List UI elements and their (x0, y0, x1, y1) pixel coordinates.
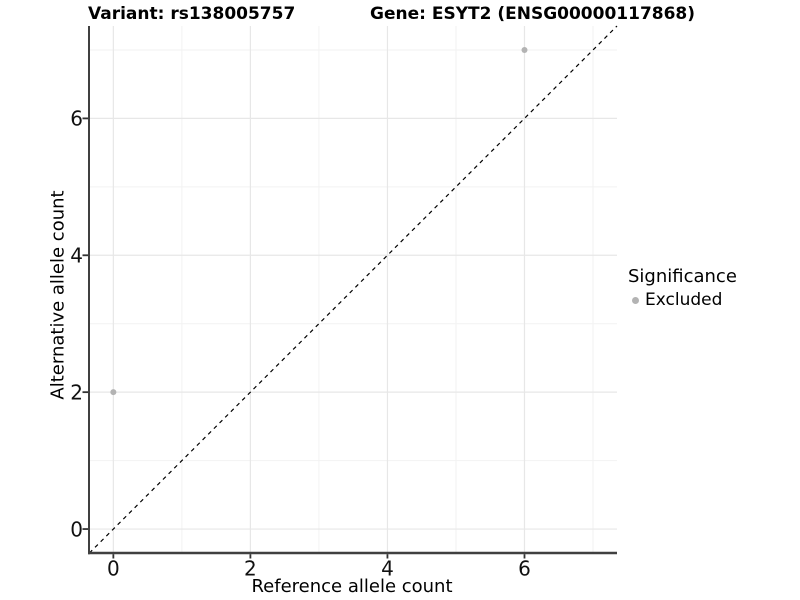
gene-title: Gene: ESYT2 (ENSG00000117868) (370, 4, 696, 24)
data-point (521, 46, 528, 53)
y-axis-title: Alternative allele count (47, 190, 69, 400)
legend-title: Significance (628, 266, 737, 287)
identity-line (88, 25, 618, 554)
variant-title: Variant: rs138005757 (88, 4, 296, 24)
x-axis-title: Reference allele count (251, 576, 453, 597)
x-tick-label: 2 (244, 557, 257, 581)
y-tick-label: 6 (70, 107, 83, 131)
x-tick-label: 0 (107, 557, 120, 581)
y-tick-label: 0 (70, 517, 83, 541)
x-tick-label: 4 (381, 557, 394, 581)
x-tick-label: 6 (518, 557, 531, 581)
legend-item-excluded: Excluded (628, 290, 737, 310)
legend-point-icon (632, 296, 639, 304)
y-tick-label: 4 (70, 244, 83, 268)
legend: Significance Excluded (628, 266, 737, 310)
data-point (110, 389, 117, 396)
legend-item-label: Excluded (645, 290, 723, 310)
y-tick-label: 2 (70, 380, 83, 404)
